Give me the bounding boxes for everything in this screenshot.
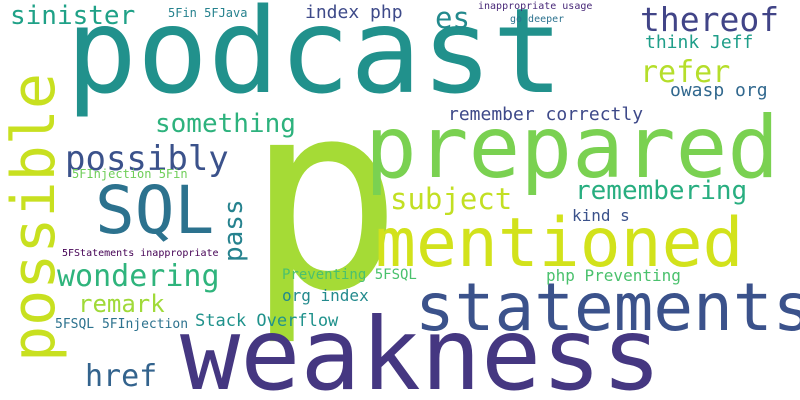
word-subject: subject <box>390 182 513 216</box>
word-something: something <box>155 109 296 139</box>
word-org-index: org index <box>282 286 369 305</box>
word-wondering: wondering <box>57 259 220 294</box>
word-5finjection-5fin: 5FInjection 5Fin <box>72 167 188 181</box>
word-href: href <box>85 359 158 394</box>
word-weakness: weakness <box>180 296 662 400</box>
word-preventing-5fsql: Preventing 5FSQL <box>282 267 417 283</box>
word-5fsql-5finjection: 5FSQL 5FInjection <box>55 317 189 332</box>
word-p: p <box>246 47 403 349</box>
word-5fstatements-inappropriate: 5FStatements inappropriate <box>62 248 219 259</box>
word-sinister: sinister <box>10 1 136 31</box>
word-kind-s: kind s <box>572 206 630 225</box>
word-owasp-org: owasp org <box>670 80 768 101</box>
word-sql: SQL <box>95 172 215 249</box>
word-pass: pass <box>219 199 249 262</box>
word-remembering: remembering <box>575 176 748 206</box>
word-remark: remark <box>78 290 165 318</box>
word-inappropriate-usage: inappropriate usage <box>478 1 593 12</box>
word-statements: statements <box>415 269 800 346</box>
word-remember-correctly: remember correctly <box>448 104 644 125</box>
word-refer: refer <box>640 55 731 90</box>
word-think-jeff: think Jeff <box>645 32 754 53</box>
word-es: es <box>435 1 470 35</box>
word-possibly: possibly <box>65 139 229 179</box>
word-index-php: index php <box>305 2 403 23</box>
word-php-preventing: php Preventing <box>546 266 681 285</box>
word-podcast: podcast <box>66 0 564 120</box>
word-5fin-5fjava: 5Fin 5FJava <box>168 6 248 20</box>
word-stack-overflow: Stack Overflow <box>195 311 339 331</box>
word-thereof: thereof <box>640 0 780 39</box>
word-go-deeper: go deeper <box>510 14 565 25</box>
word-prepared: prepared <box>365 98 780 198</box>
word-mentioned: mentioned <box>375 204 744 283</box>
